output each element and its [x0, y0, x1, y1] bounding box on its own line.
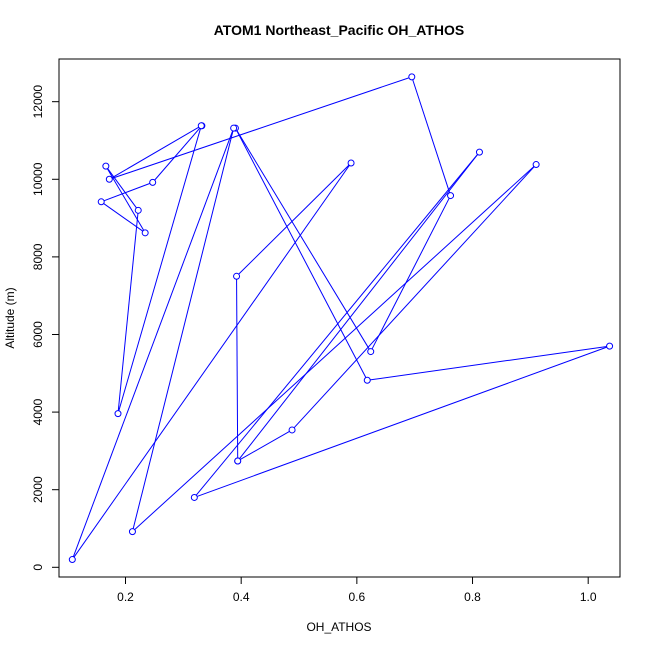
- data-point: [128, 528, 136, 536]
- x-tick-label: 1.0: [580, 590, 597, 604]
- data-point: [114, 410, 122, 418]
- x-axis: 0.2 0.4 0.6 0.8 1.0: [117, 577, 597, 604]
- series-segment: [101, 181, 153, 203]
- series-segment: [291, 164, 537, 431]
- data-point: [363, 376, 371, 384]
- data-point: [102, 162, 110, 170]
- series-segment: [105, 165, 139, 211]
- data-point: [97, 198, 105, 206]
- series-points: [68, 73, 614, 564]
- y-tick-label: 10000: [31, 162, 45, 196]
- y-tick-label: 0: [31, 564, 45, 571]
- data-point: [288, 426, 296, 434]
- y-tick-label: 4000: [31, 398, 45, 425]
- data-point: [68, 556, 76, 564]
- series-segment: [131, 127, 235, 532]
- y-tick-label: 12000: [31, 85, 45, 119]
- y-tick-label: 8000: [31, 243, 45, 270]
- data-point: [347, 159, 355, 167]
- series-segment: [117, 210, 139, 414]
- data-point: [532, 161, 540, 169]
- series-segment: [105, 165, 146, 234]
- series-segment: [236, 162, 352, 277]
- x-tick-label: 0.6: [349, 590, 366, 604]
- series-segment: [152, 125, 203, 183]
- series-segment: [117, 125, 202, 414]
- data-point: [367, 348, 375, 356]
- series-segment: [71, 162, 352, 560]
- series-segment: [237, 429, 293, 462]
- x-tick-label: 0.2: [117, 590, 134, 604]
- series-segment: [194, 345, 610, 498]
- data-point: [606, 342, 614, 350]
- series-segment: [193, 151, 480, 498]
- y-tick-label: 2000: [31, 476, 45, 503]
- data-point: [141, 229, 149, 237]
- data-point: [134, 206, 142, 214]
- series-segment: [109, 76, 412, 180]
- data-point: [408, 73, 416, 81]
- series-segment: [236, 276, 239, 461]
- series-segment: [237, 151, 480, 462]
- y-axis-label: Altitude (m): [3, 287, 17, 348]
- x-tick-label: 0.4: [233, 590, 250, 604]
- y-axis: 0 2000 4000 6000 8000 10000 12000: [31, 85, 59, 571]
- data-point: [197, 122, 205, 130]
- series-lines: [71, 76, 610, 560]
- data-point: [233, 272, 241, 280]
- data-point: [230, 124, 238, 132]
- data-point: [105, 175, 113, 183]
- series-segment: [100, 201, 146, 234]
- plot-frame: [58, 58, 621, 578]
- data-point: [475, 148, 483, 156]
- series-segment: [367, 345, 610, 381]
- series-segment: [109, 125, 202, 180]
- data-point: [190, 493, 198, 501]
- data-point: [447, 192, 455, 200]
- x-tick-label: 0.8: [464, 590, 481, 604]
- x-axis-label: OH_ATHOS: [306, 620, 371, 634]
- y-tick-label: 6000: [31, 321, 45, 348]
- series-segment: [370, 195, 451, 352]
- data-point: [234, 457, 242, 465]
- chart-title: ATOM1 Northeast_Pacific OH_ATHOS: [214, 22, 465, 38]
- series-segment: [71, 127, 235, 560]
- series-segment: [234, 127, 372, 352]
- series-segment: [132, 164, 537, 532]
- data-point: [149, 178, 157, 186]
- series-segment: [411, 76, 452, 196]
